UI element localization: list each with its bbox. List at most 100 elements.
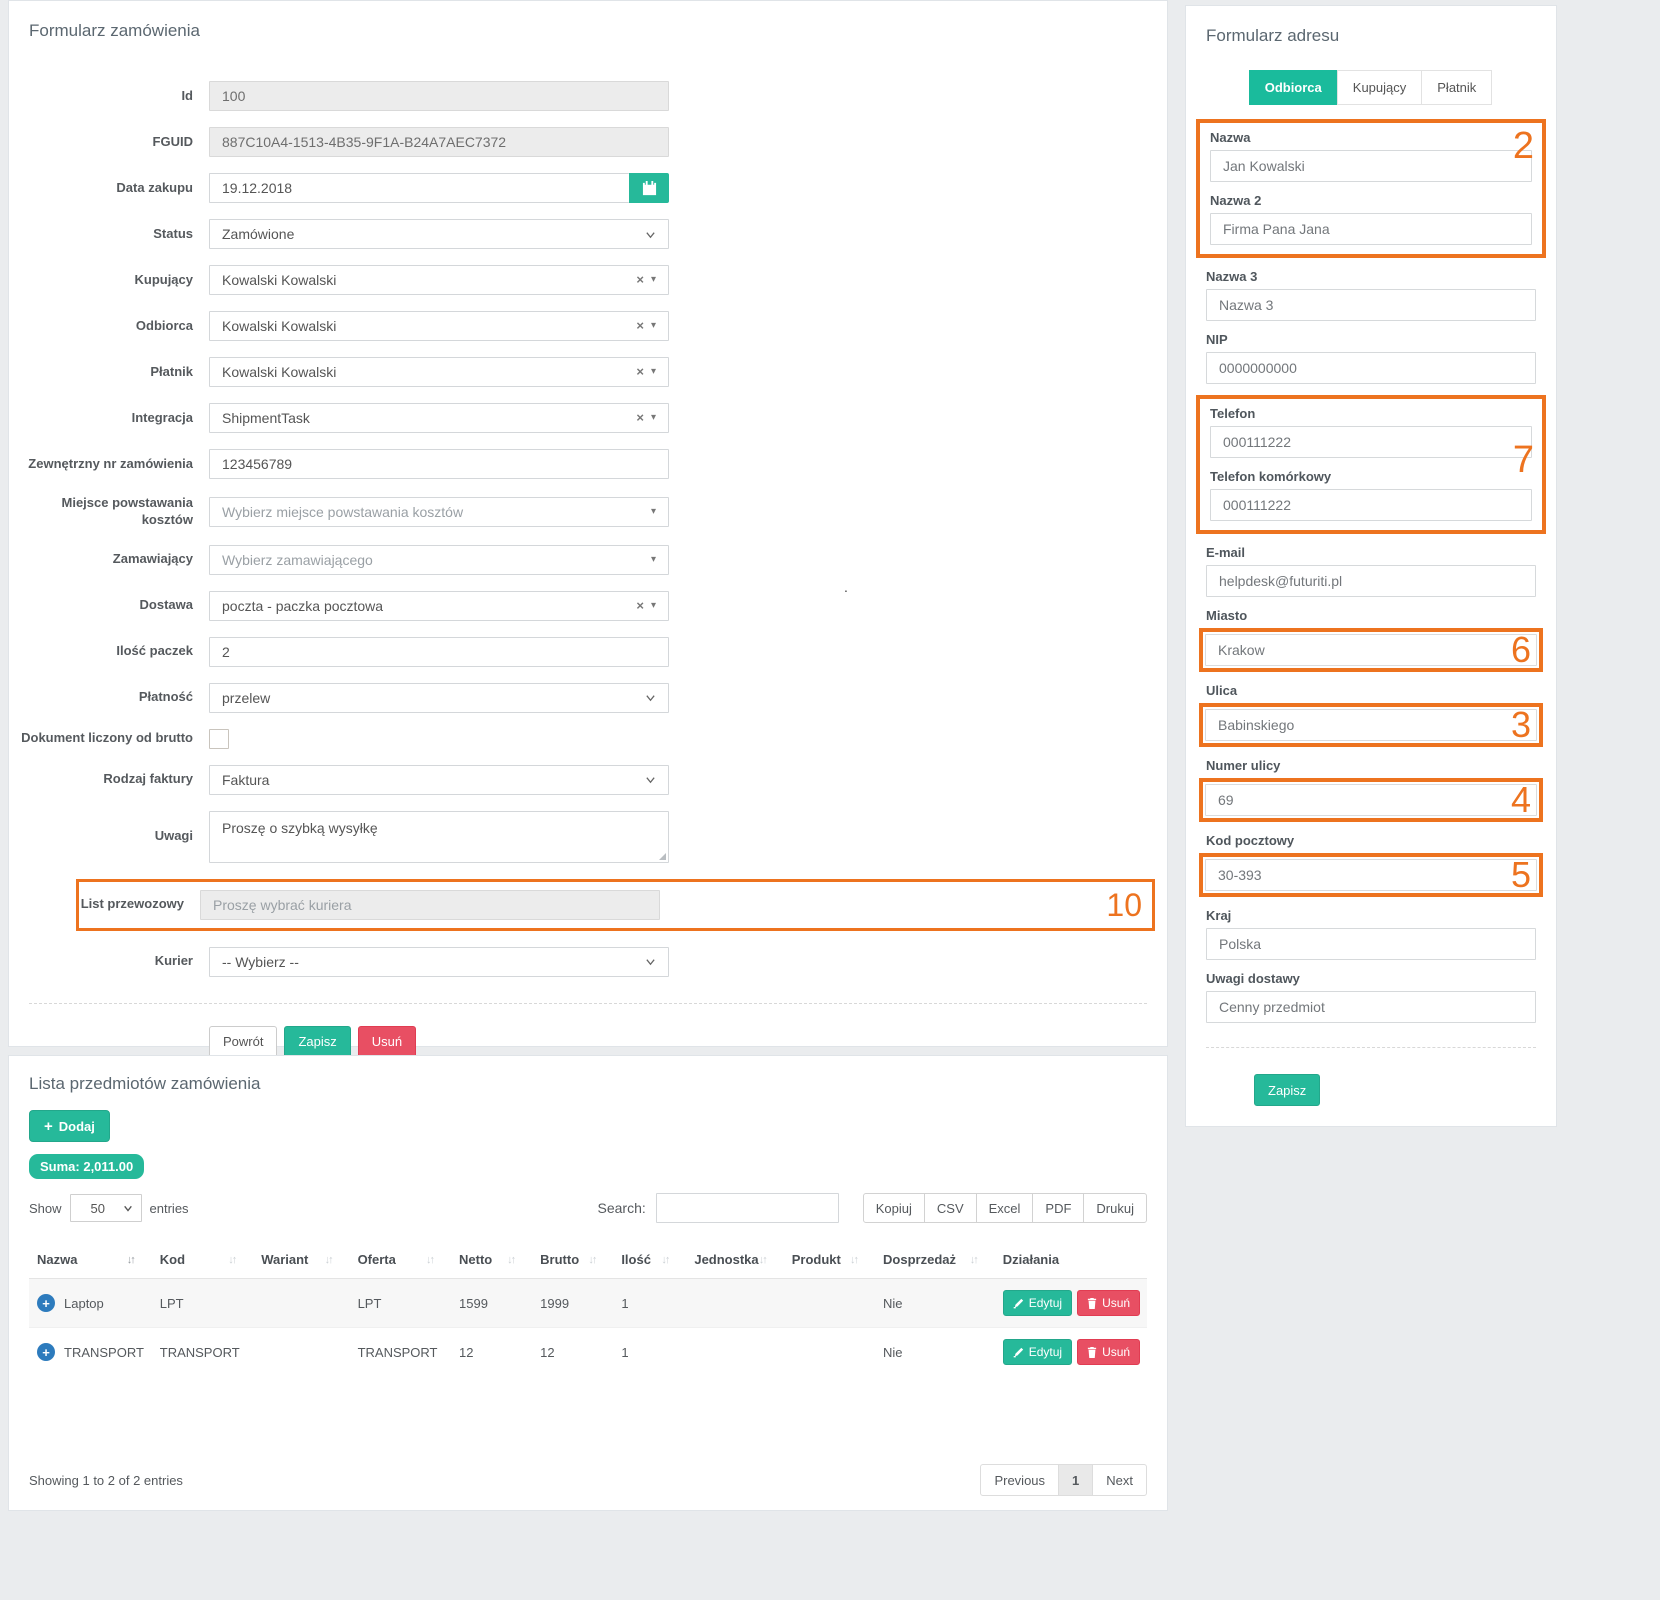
mobile-phone-input[interactable]: 000111222 (1210, 489, 1532, 521)
integration-select[interactable]: ShipmentTask × ▾ (209, 403, 669, 433)
column-header-wariant[interactable]: Wariant ↓↑ (253, 1241, 350, 1279)
page-size-select[interactable]: 50 (69, 1194, 142, 1222)
tab-platnik[interactable]: Płatnik (1421, 70, 1493, 105)
caret-down-icon[interactable]: ▾ (650, 320, 656, 331)
field-label-city: Miasto (1206, 608, 1248, 623)
column-header-dosprzedaz[interactable]: Dosprzedaż ↓↑ (875, 1241, 995, 1279)
caret-down-icon[interactable]: ▾ (650, 274, 656, 285)
field-label-id: Id (181, 87, 193, 103)
remarks-textarea[interactable]: Proszę o szybką wysyłkę (209, 810, 669, 863)
caret-down-icon[interactable]: ▾ (650, 412, 656, 423)
caret-down-icon[interactable]: ▾ (650, 553, 656, 565)
buyer-select[interactable]: Kowalski Kowalski × ▾ (209, 265, 669, 295)
column-header-produkt[interactable]: Produkt ↓↑ (783, 1241, 876, 1279)
column-header-kod[interactable]: Kod ↓↑ (151, 1241, 254, 1279)
calendar-icon (642, 180, 657, 196)
table-row: + TRANSPORT TRANSPORT TRANSPORT 12 12 1 N… (29, 1327, 1147, 1376)
form-row-payer: Płatnik Kowalski Kowalski × ▾ (21, 357, 1155, 387)
orderer-select[interactable]: Wybierz zamawiającego ▾ (209, 544, 669, 575)
nip-input[interactable]: 0000000000 (1206, 352, 1536, 384)
pdf-button[interactable]: PDF (1032, 1193, 1085, 1223)
column-header-oferta[interactable]: Oferta ↓↑ (349, 1241, 451, 1279)
payer-select[interactable]: Kowalski Kowalski × ▾ (209, 357, 669, 387)
country-input[interactable]: Polska (1206, 928, 1536, 960)
clear-icon[interactable]: × (636, 410, 644, 425)
back-button[interactable]: Powrót (209, 1025, 278, 1058)
name-input[interactable]: Jan Kowalski (1210, 150, 1532, 182)
external-number-input[interactable]: 123456789 (209, 449, 669, 479)
column-header-ilosc[interactable]: Ilość ↓↑ (613, 1241, 687, 1279)
field-label-mobile-phone: Telefon komórkowy (1210, 469, 1332, 484)
address-form-panel: Formularz adresu Odbiorca Kupujący Płatn… (1185, 5, 1557, 1127)
email-input[interactable]: helpdesk@futuriti.pl (1206, 565, 1536, 597)
expand-row-icon[interactable]: + (37, 1343, 55, 1361)
invoice-type-select[interactable]: Faktura (209, 764, 669, 795)
sort-icon: ↓↑ (426, 1253, 435, 1266)
recipient-select[interactable]: Kowalski Kowalski × ▾ (209, 311, 669, 341)
clear-icon[interactable]: × (636, 597, 644, 613)
caret-down-icon[interactable]: ▾ (650, 599, 656, 611)
delete-button[interactable]: Usuń (357, 1025, 417, 1058)
street-input[interactable]: Babinskiego (1205, 709, 1537, 741)
add-item-button[interactable]: + Dodaj (29, 1110, 110, 1142)
caret-down-icon[interactable]: ▾ (650, 505, 656, 517)
clear-icon[interactable]: × (636, 364, 644, 379)
city-input[interactable]: Krakow (1205, 634, 1537, 666)
street-number-input[interactable]: 69 (1205, 784, 1537, 816)
address-save-button[interactable]: Zapisz (1254, 1074, 1321, 1106)
items-table: Nazwa ↓↑ Kod ↓↑ Wariant ↓↑ Oferta ↓↑ Netto ↓↑… (29, 1241, 1147, 1376)
pagination-previous[interactable]: Previous (980, 1464, 1060, 1496)
highlight-box-postal-code: 30-393 5 (1199, 853, 1543, 897)
phone-input[interactable]: 000111222 (1210, 426, 1532, 458)
id-input: 100 (209, 81, 669, 111)
postal-code-input[interactable]: 30-393 (1205, 859, 1537, 891)
column-header-nazwa[interactable]: Nazwa ↓↑ (29, 1241, 152, 1279)
pagination-next[interactable]: Next (1092, 1464, 1147, 1496)
table-row: + Laptop LPT LPT 1599 1999 1 Nie Edytuj (29, 1278, 1147, 1328)
name2-input[interactable]: Firma Pana Jana (1210, 213, 1532, 245)
delete-row-button[interactable]: Usuń (1077, 1290, 1141, 1316)
cost-center-select[interactable]: Wybierz miejsce powstawania kosztów ▾ (209, 496, 669, 527)
purchase-date-input[interactable]: 19.12.2018 (209, 173, 629, 203)
clear-icon[interactable]: × (636, 272, 644, 287)
annotation-number-2: 2 (1512, 125, 1534, 167)
column-header-brutto[interactable]: Brutto ↓↑ (532, 1241, 614, 1279)
courier-select[interactable]: -- Wybierz -- (209, 946, 669, 977)
tab-odbiorca[interactable]: Odbiorca (1248, 70, 1338, 105)
clear-icon[interactable]: × (636, 318, 644, 333)
package-count-input[interactable]: 2 (209, 636, 669, 667)
excel-button[interactable]: Excel (975, 1193, 1034, 1223)
save-button[interactable]: Zapisz (284, 1025, 351, 1058)
copy-button[interactable]: Kopiuj (862, 1193, 925, 1223)
gross-document-checkbox[interactable] (209, 728, 229, 749)
delivery-select[interactable]: poczta - paczka pocztowa × ▾ (209, 590, 669, 621)
field-label-name: Nazwa (1210, 130, 1251, 145)
search-input[interactable] (655, 1193, 839, 1223)
delete-row-button[interactable]: Usuń (1077, 1339, 1141, 1365)
field-label-payment: Płatność (138, 689, 193, 705)
field-label-recipient: Odbiorca (135, 317, 193, 333)
form-row-payment: Płatność przelew (21, 682, 1155, 713)
pagination: Previous 1 Next (980, 1464, 1147, 1496)
edit-row-button[interactable]: Edytuj (1002, 1339, 1073, 1365)
delivery-remarks-input[interactable]: Cenny przedmiot (1206, 991, 1536, 1023)
column-header-jednostka[interactable]: Jednostka ↓↑ (686, 1241, 784, 1279)
column-header-netto[interactable]: Netto ↓↑ (451, 1241, 533, 1279)
payment-select[interactable]: przelew (209, 682, 669, 713)
form-row-invoice-type: Rodzaj faktury Faktura (21, 764, 1155, 795)
status-select[interactable]: Zamówione (209, 219, 669, 249)
highlight-box-waybill: List przewozowy Proszę wybrać kuriera 10 (76, 878, 1155, 931)
tab-kupujacy[interactable]: Kupujący (1336, 70, 1423, 105)
chevron-down-icon (645, 956, 656, 967)
caret-down-icon[interactable]: ▾ (650, 366, 656, 377)
calendar-button[interactable] (629, 173, 669, 203)
pagination-page-1[interactable]: 1 (1058, 1464, 1094, 1496)
name3-input[interactable]: Nazwa 3 (1206, 289, 1536, 321)
expand-row-icon[interactable]: + (37, 1294, 55, 1312)
plus-icon: + (44, 1117, 53, 1135)
csv-button[interactable]: CSV (923, 1193, 977, 1223)
field-label-gross-document: Dokument liczony od brutto (21, 730, 193, 746)
waybill-input: Proszę wybrać kuriera (200, 889, 660, 920)
print-button[interactable]: Drukuj (1083, 1193, 1147, 1223)
edit-row-button[interactable]: Edytuj (1002, 1290, 1073, 1316)
